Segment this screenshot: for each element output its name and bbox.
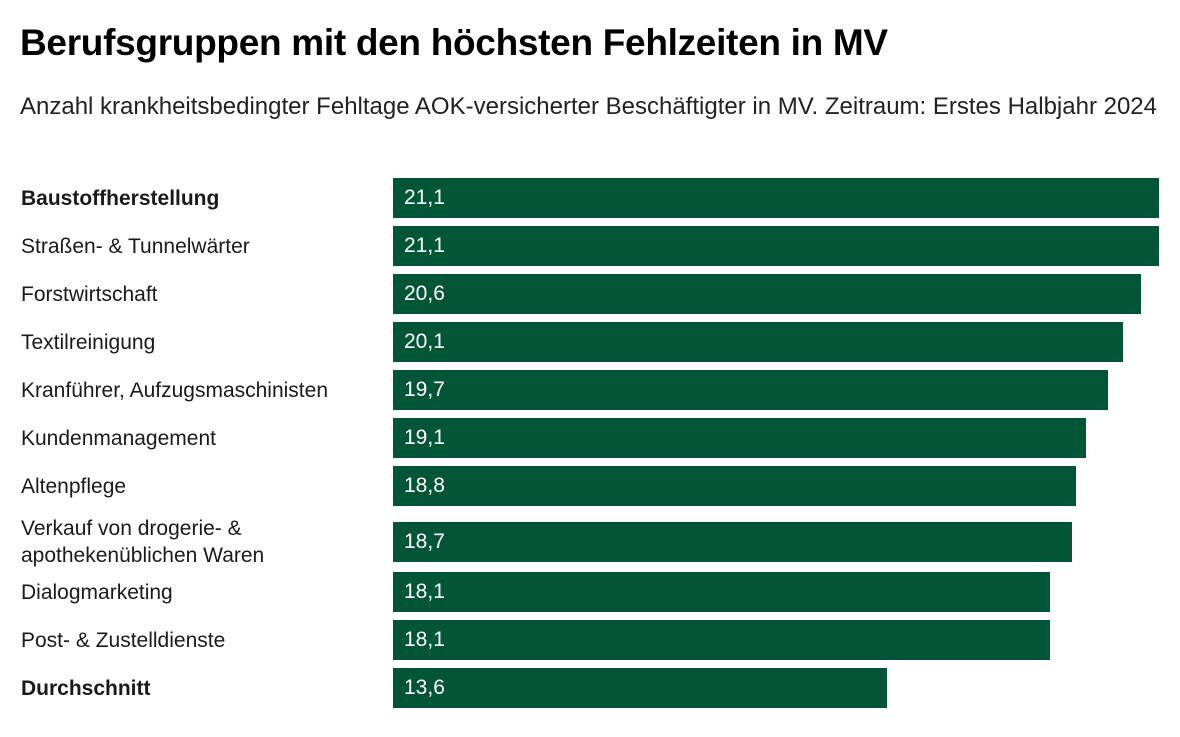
bar-value-label: 20,6 — [404, 282, 445, 305]
category-label: Post- & Zustelldienste — [21, 628, 226, 652]
bar-value-label: 19,1 — [404, 426, 445, 449]
bar-value-label: 18,7 — [404, 530, 445, 553]
chart-subtitle: Anzahl krankheitsbedingter Fehltage AOK-… — [20, 93, 1157, 120]
bar-value-label: 21,1 — [404, 234, 445, 257]
bar: 21,1 — [393, 178, 1159, 218]
bar-value-label: 19,7 — [404, 378, 445, 401]
category-label: Durchschnitt — [21, 676, 151, 700]
bar-value-label: 18,1 — [404, 580, 445, 603]
category-label: Baustoffherstellung — [21, 186, 220, 210]
category-label: Altenpflege — [21, 474, 127, 498]
category-label: Verkauf von drogerie- & apothekenübliche… — [21, 517, 265, 567]
bar: 19,1 — [393, 418, 1087, 458]
bar-value-label: 13,6 — [404, 676, 445, 699]
category-label: Kundenmanagement — [21, 426, 216, 450]
category-label: Textilreinigung — [21, 330, 156, 354]
chart-title: Berufsgruppen mit den höchsten Fehlzeite… — [20, 22, 888, 63]
bar-value-label: 18,8 — [404, 474, 445, 497]
bar-value-label: 18,1 — [404, 628, 445, 651]
bar: 19,7 — [393, 370, 1109, 410]
category-label: Kranführer, Aufzugsmaschinisten — [21, 378, 329, 402]
bar: 18,1 — [393, 620, 1051, 660]
bar: 18,7 — [393, 522, 1072, 562]
bar: 20,1 — [393, 322, 1123, 362]
bar-value-label: 21,1 — [404, 186, 445, 209]
bar: 20,6 — [393, 274, 1141, 314]
category-label: Straßen- & Tunnelwärter — [21, 234, 250, 258]
bar: 18,8 — [393, 466, 1076, 506]
category-label: Dialogmarketing — [21, 580, 173, 604]
bar-value-label: 20,1 — [404, 330, 445, 353]
bar: 18,1 — [393, 572, 1051, 612]
bar: 21,1 — [393, 226, 1159, 266]
category-label: Forstwirtschaft — [21, 282, 158, 306]
bar: 13,6 — [393, 668, 887, 708]
